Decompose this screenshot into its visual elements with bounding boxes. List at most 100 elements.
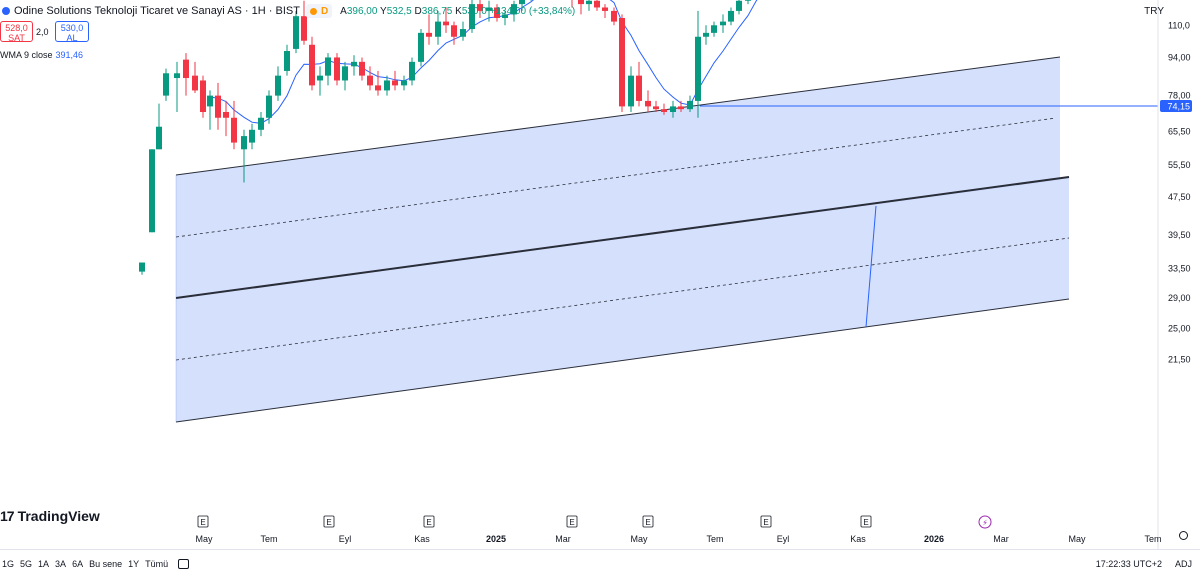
x-tick-label: Kas (850, 534, 866, 544)
candle-body (231, 117, 237, 143)
candle (284, 44, 290, 76)
candle-body (258, 117, 264, 130)
buy-price: 530,0 (60, 23, 84, 33)
ohlc-values: A396,00 Y532,5 D386,75 K530,0 +134,00 (+… (340, 6, 575, 17)
indicator-legend[interactable]: WMA 9 close 391,46 (0, 50, 83, 60)
y-tick-label: 78,00 (1168, 91, 1191, 101)
candle-body (477, 4, 483, 11)
candle (163, 68, 169, 101)
buy-button[interactable]: 530,0 AL (55, 21, 89, 43)
chart-header: Odine Solutions Teknoloji Ticaret ve San… (0, 2, 575, 20)
symbol-logo-icon (2, 7, 10, 15)
candle-body (266, 95, 272, 118)
candle (519, 0, 525, 11)
candle (367, 66, 373, 91)
candle (426, 14, 432, 45)
y-tick-label: 39,50 (1168, 230, 1191, 240)
x-tick-label: May (630, 534, 648, 544)
earnings-marker-label: E (863, 518, 868, 527)
candle (351, 55, 357, 76)
regression-channel (175, 56, 1070, 423)
candle-body (678, 106, 684, 110)
currency-label[interactable]: TRY (1144, 6, 1164, 17)
price-label-box (1160, 99, 1192, 112)
candle (435, 10, 441, 45)
candle (728, 7, 734, 26)
earnings-marker: E (323, 515, 335, 528)
change-value: +134,00 (+33,84%) (489, 5, 576, 17)
candle (342, 61, 348, 91)
candle (703, 25, 709, 45)
x-tick-label: Tem (260, 534, 277, 544)
spread-value: 2,0 (36, 27, 49, 37)
candle (586, 0, 592, 11)
range-all-button[interactable]: Tümü (145, 558, 169, 569)
range-5g-button[interactable]: 5G (20, 558, 33, 569)
x-tick-label: Eyl (777, 534, 790, 544)
candle (578, 0, 584, 15)
range-1g-button[interactable]: 1G (2, 558, 15, 569)
candle (477, 0, 483, 18)
price-label-text: 74,15 (1167, 101, 1190, 111)
y-tick-label: 25,00 (1168, 323, 1191, 333)
candle-body (435, 21, 441, 37)
earnings-marker-label: E (426, 518, 431, 527)
symbol-title[interactable]: Odine Solutions Teknoloji Ticaret ve San… (14, 5, 300, 17)
y-tick-label: 110,0 (1168, 20, 1190, 30)
channel-lower-mid-line (175, 237, 1070, 361)
dividend-marker-icon: ⚡ (982, 519, 988, 528)
candle-body (284, 51, 290, 71)
sell-button[interactable]: 528,0 SAT (0, 21, 33, 43)
high-value: 532,5 (386, 5, 412, 17)
candle (200, 75, 206, 118)
clock-readout[interactable]: 17:22:33 UTC+2 (1095, 559, 1162, 569)
range-bu-sene-button[interactable]: Bu sene (89, 558, 123, 569)
candle-body (586, 0, 592, 5)
range-3a-button[interactable]: 3A (55, 558, 67, 569)
tradingview-logo[interactable]: 17 TradingView (0, 508, 100, 524)
candle-body (342, 66, 348, 81)
candle (571, 0, 573, 8)
earnings-marker-box (860, 515, 872, 528)
close-label: K (455, 5, 462, 17)
candle-body (745, 0, 751, 1)
candle-body (594, 0, 600, 8)
earnings-marker: E (566, 515, 578, 528)
delay-badge[interactable]: D (305, 4, 333, 18)
candle-body (359, 61, 365, 76)
earnings-marker: E (860, 515, 872, 528)
candle (392, 70, 398, 91)
candle (678, 100, 684, 112)
earnings-marker-box (323, 515, 335, 528)
candle-body (215, 95, 221, 118)
candle-body (207, 95, 213, 107)
range-1y-button[interactable]: 1Y (128, 558, 140, 569)
candle (745, 0, 751, 5)
candle-body (309, 44, 315, 86)
range-1a-button[interactable]: 1A (38, 558, 50, 569)
y-tick-label: 55,50 (1168, 160, 1191, 170)
candle-body (695, 36, 701, 101)
candle-body (653, 106, 659, 110)
candle (207, 90, 213, 130)
buy-label: AL (66, 33, 78, 43)
settings-gear-icon[interactable] (1179, 531, 1188, 540)
candle (594, 0, 600, 11)
candle (401, 75, 407, 91)
candle-body (384, 80, 390, 91)
candle-body (494, 7, 500, 18)
channel-bottom-line (175, 298, 1070, 423)
candle-body (183, 59, 189, 79)
candle (258, 111, 264, 137)
candle (384, 75, 390, 96)
candle-body (174, 73, 180, 79)
candle-body (200, 80, 206, 112)
calendar-icon[interactable] (178, 558, 190, 569)
range-6a-button[interactable]: 6A (72, 558, 84, 569)
candle-body (351, 61, 357, 67)
candle-body (578, 0, 584, 5)
earnings-marker-box (423, 515, 435, 528)
candle (443, 7, 449, 33)
adj-toggle[interactable]: ADJ (1174, 559, 1192, 569)
